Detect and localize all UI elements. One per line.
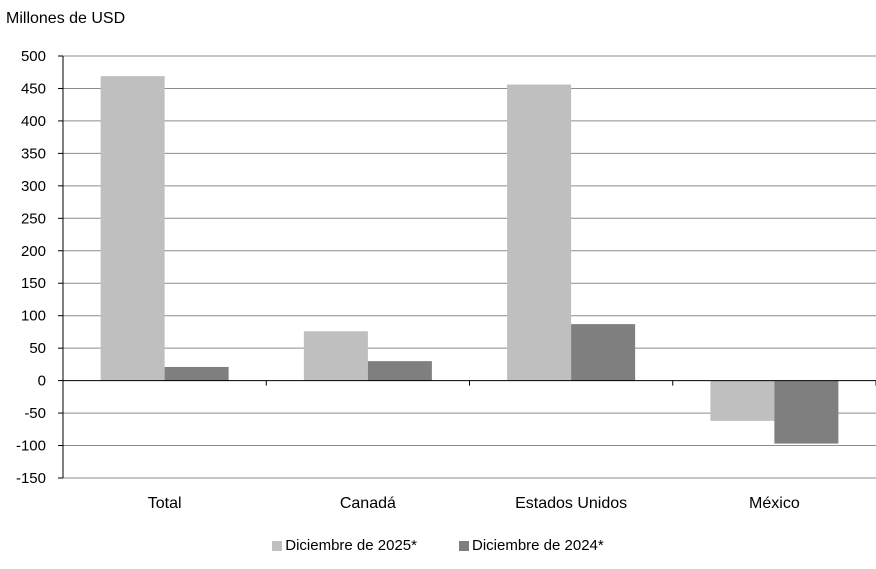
y-tick-label: 150 <box>21 275 46 292</box>
legend-label-2024: Diciembre de 2024* <box>472 537 604 554</box>
y-tick-labels: 500450400350300250200150100500-50-100-15… <box>16 48 46 487</box>
y-tick-label: 0 <box>38 373 46 390</box>
bar <box>507 84 572 381</box>
bar <box>710 380 775 421</box>
y-tick-label: 500 <box>21 48 46 65</box>
y-tick-label: -50 <box>24 405 46 422</box>
legend-label-2025: Diciembre de 2025* <box>285 537 417 554</box>
y-tick-label: 450 <box>21 80 46 97</box>
bar-chart: 500450400350300250200150100500-50-100-15… <box>16 48 876 512</box>
legend-swatch-2025 <box>272 540 283 551</box>
x-tick-label: Total <box>148 495 182 512</box>
y-tick-label: 300 <box>21 178 46 195</box>
y-axis-unit-label: Millones de USD <box>6 10 126 27</box>
bar <box>164 366 229 381</box>
bars <box>100 76 839 444</box>
y-tick-label: 200 <box>21 243 46 260</box>
x-tick-label: Estados Unidos <box>515 495 627 512</box>
x-tick-label: México <box>749 495 800 512</box>
legend: Diciembre de 2025* Diciembre de 2024* <box>0 537 876 554</box>
y-tick-label: 100 <box>21 308 46 325</box>
bar <box>303 331 368 381</box>
y-tick-label: 250 <box>21 210 46 227</box>
bar <box>100 76 165 381</box>
y-tick-label: 400 <box>21 113 46 130</box>
axes <box>58 55 876 479</box>
legend-swatch-2024 <box>459 540 469 551</box>
legend-item-2024: Diciembre de 2024* <box>459 537 604 554</box>
bar <box>367 361 432 381</box>
y-tick-label: 50 <box>29 340 46 357</box>
y-tick-label: -100 <box>16 438 46 455</box>
x-tick-labels: Total Canadá Estados Unidos México <box>148 495 800 512</box>
x-tick-label: Canadá <box>340 495 396 512</box>
bar <box>774 380 839 444</box>
bar <box>571 324 636 381</box>
y-tick-label: -150 <box>16 470 46 487</box>
y-tick-label: 350 <box>21 145 46 162</box>
legend-item-2025: Diciembre de 2025* <box>272 537 417 554</box>
